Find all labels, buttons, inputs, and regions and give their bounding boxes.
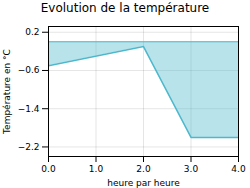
html-text:Evolution de la température: Evolution de la température xyxy=(40,1,210,15)
svg-text:−0.6: −0.6 xyxy=(18,65,40,75)
svg-text:2.0: 2.0 xyxy=(136,164,151,174)
svg-text:−1.4: −1.4 xyxy=(18,104,40,114)
svg-text:3.0: 3.0 xyxy=(184,164,199,174)
svg-text:−2.2: −2.2 xyxy=(18,142,40,152)
svg-text:heure par heure: heure par heure xyxy=(107,178,180,188)
svg-text:0.2: 0.2 xyxy=(25,27,39,37)
svg-text:0.0: 0.0 xyxy=(41,164,56,174)
svg-text:Température en °C: Température en °C xyxy=(2,49,12,135)
svg-text:1.0: 1.0 xyxy=(89,164,104,174)
svg-text:4.0: 4.0 xyxy=(231,164,246,174)
